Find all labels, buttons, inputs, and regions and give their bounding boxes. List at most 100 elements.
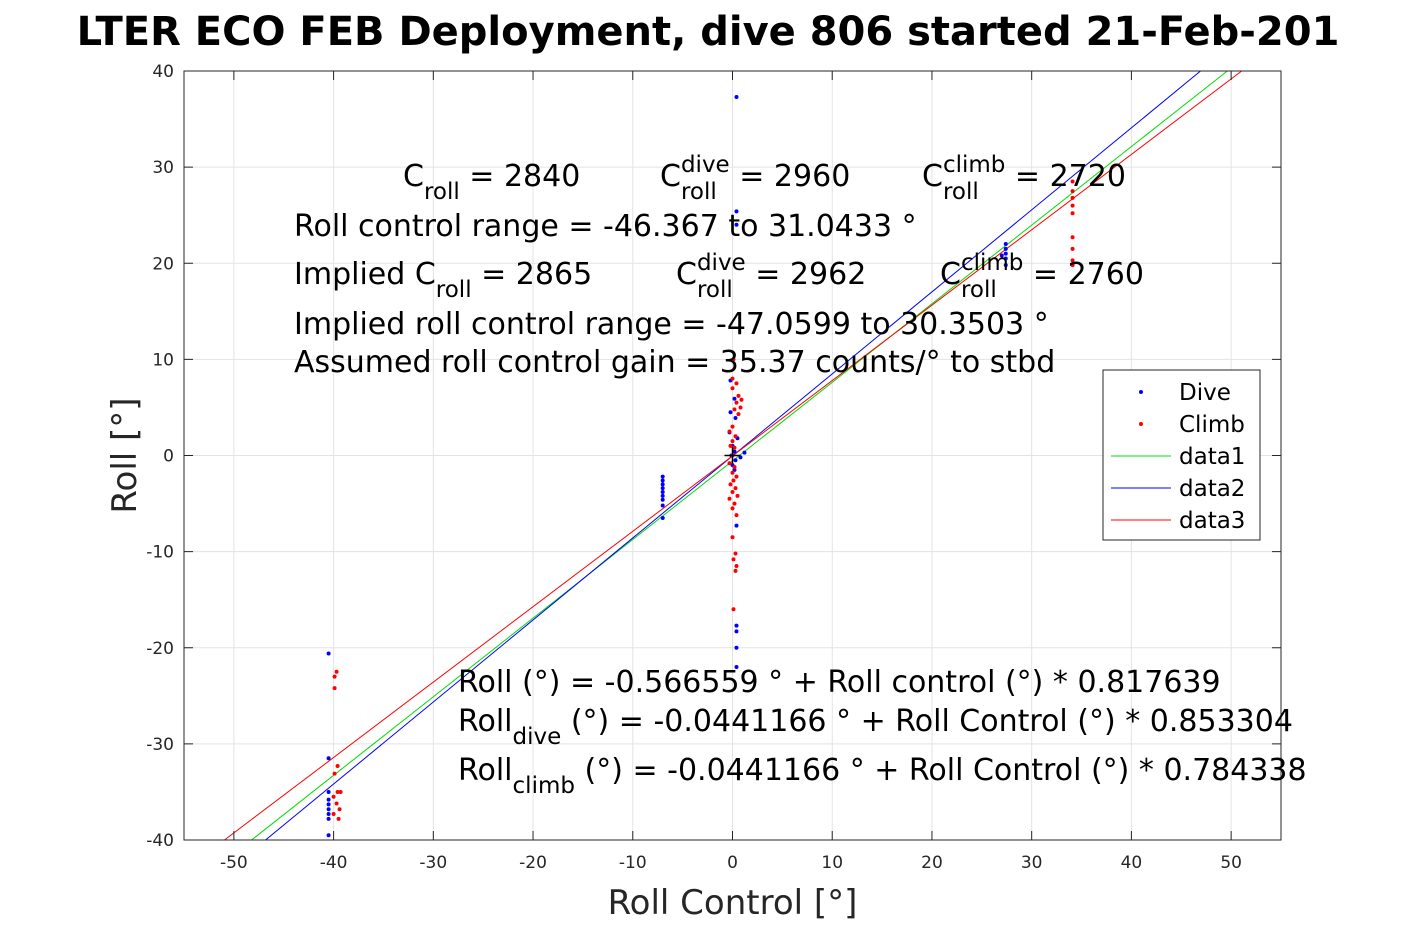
climb-point xyxy=(736,412,741,417)
dive-point xyxy=(1003,246,1008,251)
y-axis-label: Roll [°] xyxy=(105,397,145,513)
climb-point xyxy=(334,669,339,674)
dive-point xyxy=(1003,242,1008,247)
climb-point xyxy=(727,429,732,434)
x-tick-label: 30 xyxy=(1021,853,1043,873)
dive-point xyxy=(732,396,737,401)
y-tick-label: 30 xyxy=(152,158,174,178)
climb-point xyxy=(1070,189,1075,194)
climb-point xyxy=(1070,179,1075,184)
legend-label: data3 xyxy=(1179,508,1245,534)
dive-point xyxy=(326,812,331,817)
dive-point xyxy=(734,523,739,528)
climb-point xyxy=(336,816,341,821)
climb-point xyxy=(1070,203,1075,208)
climb-point xyxy=(732,445,737,450)
climb-point xyxy=(332,686,337,691)
dive-point xyxy=(734,629,739,634)
climb-point xyxy=(727,461,732,466)
dive-point xyxy=(1003,263,1008,268)
climb-point xyxy=(732,501,737,506)
dive-point xyxy=(326,789,331,794)
x-tick-label: 50 xyxy=(1220,853,1242,873)
dive-point xyxy=(326,816,331,821)
climb-point xyxy=(1070,211,1075,216)
climb-point xyxy=(731,357,736,362)
climb-point xyxy=(730,535,735,540)
x-tick-label: -40 xyxy=(320,853,348,873)
climb-point xyxy=(728,443,733,448)
y-tick-label: 10 xyxy=(152,350,174,370)
dive-point xyxy=(1003,256,1008,261)
x-tick-label: -50 xyxy=(220,853,248,873)
climb-point xyxy=(331,812,336,817)
dive-point xyxy=(660,474,665,479)
legend-label: data1 xyxy=(1179,444,1245,470)
annotation-text: Cclimb roll = 2720 xyxy=(922,152,1126,205)
chart-title: LTER ECO FEB Deployment, dive 806 starte… xyxy=(77,9,1340,55)
climb-point xyxy=(730,506,735,511)
annotation-text: Croll = 2840 xyxy=(403,159,580,205)
dive-point xyxy=(732,467,737,472)
dive-point xyxy=(326,833,331,838)
climb-point xyxy=(1070,246,1075,251)
annotation-text: Roll control range = -46.367 to 31.0433 … xyxy=(294,209,917,244)
dive-point xyxy=(734,222,739,227)
y-tick-label: -40 xyxy=(146,831,174,851)
dive-point xyxy=(734,645,739,650)
x-tick-label: 40 xyxy=(1121,853,1143,873)
annotation-text: Roll (°) = -0.566559 ° + Roll control (°… xyxy=(458,665,1221,700)
y-tick-label: 40 xyxy=(152,62,174,82)
dive-point xyxy=(660,497,665,502)
y-tick-label: -20 xyxy=(146,639,174,659)
climb-point xyxy=(731,557,736,562)
dive-point xyxy=(660,503,665,508)
climb-point xyxy=(730,490,735,495)
y-tick-label: 20 xyxy=(152,254,174,274)
climb-point xyxy=(1070,258,1075,263)
climb-point xyxy=(727,496,732,501)
climb-point xyxy=(730,439,735,444)
annotation-text: Implied Croll = 2865 xyxy=(294,257,592,303)
x-axis-label: Roll Control [°] xyxy=(608,883,858,923)
climb-point xyxy=(335,789,340,794)
climb-point xyxy=(733,568,738,573)
dive-point xyxy=(734,209,739,214)
climb-point xyxy=(1070,235,1075,240)
climb-point xyxy=(338,789,343,794)
legend-label: Dive xyxy=(1179,380,1231,406)
dive-point xyxy=(738,455,743,460)
climb-point xyxy=(334,801,339,806)
dive-point xyxy=(734,94,739,99)
annotation-text: Assumed roll control gain = 35.37 counts… xyxy=(294,345,1055,380)
dive-point xyxy=(326,651,331,656)
y-tick-label: 0 xyxy=(163,447,174,467)
dive-point xyxy=(660,478,665,483)
dive-point xyxy=(326,802,331,807)
legend-swatch-climb xyxy=(1139,422,1143,426)
annotation-text: Implied roll control range = -47.0599 to… xyxy=(294,307,1049,342)
dive-point xyxy=(326,797,331,802)
legend-label: Climb xyxy=(1179,412,1245,438)
legend-label: data2 xyxy=(1179,476,1245,502)
dive-point xyxy=(660,493,665,498)
climb-point xyxy=(734,474,739,479)
dive-point xyxy=(660,515,665,520)
annotation-text: Rollclimb (°) = -0.0441166 ° + Roll Cont… xyxy=(458,753,1307,799)
climb-point xyxy=(730,386,735,391)
x-tick-label: 10 xyxy=(821,853,843,873)
legend-box xyxy=(1102,369,1261,541)
climb-point xyxy=(1070,263,1075,268)
climb-point xyxy=(332,771,337,776)
climb-point xyxy=(734,564,739,569)
dive-point xyxy=(660,482,665,487)
climb-point xyxy=(1070,195,1075,200)
dive-point xyxy=(660,486,665,491)
climb-point xyxy=(733,486,738,491)
climb-point xyxy=(335,763,340,768)
climb-point xyxy=(730,376,735,381)
climb-point xyxy=(733,434,738,439)
dive-point xyxy=(734,623,739,628)
climb-point xyxy=(739,397,744,402)
